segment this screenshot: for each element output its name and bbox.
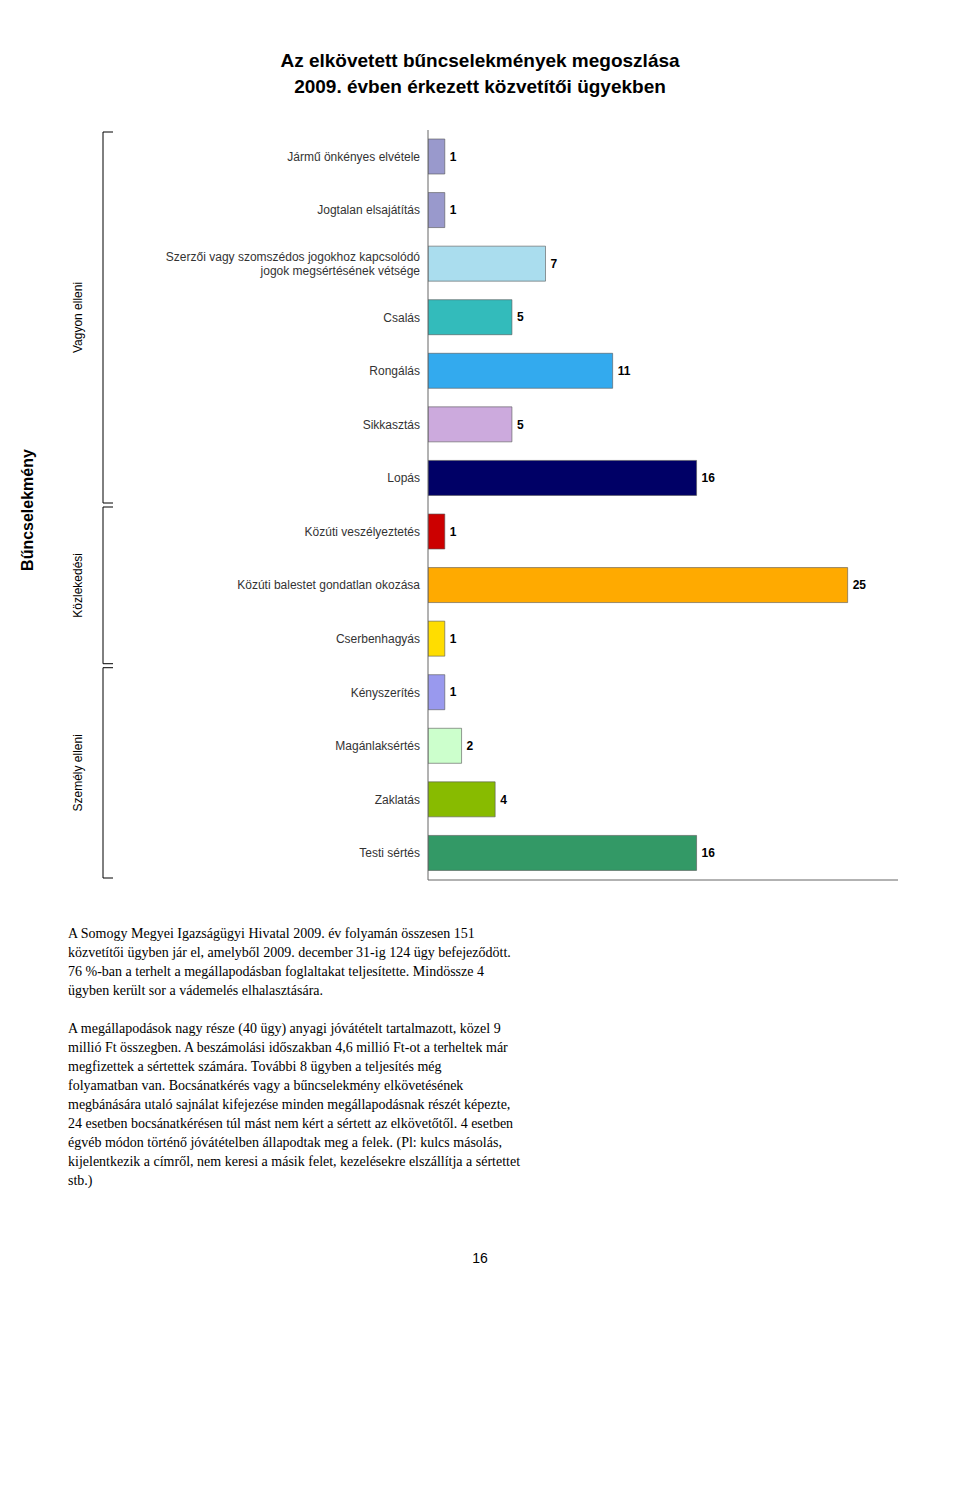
svg-text:Kényszerítés: Kényszerítés xyxy=(351,686,420,700)
svg-text:1: 1 xyxy=(450,150,457,164)
svg-text:1: 1 xyxy=(450,685,457,699)
svg-text:Jármű önkényes elvétele: Jármű önkényes elvétele xyxy=(287,150,420,164)
svg-text:Közúti veszélyeztetés: Közúti veszélyeztetés xyxy=(305,525,420,539)
svg-text:1: 1 xyxy=(450,632,457,646)
svg-text:16: 16 xyxy=(702,846,716,860)
svg-text:Cserbenhagyás: Cserbenhagyás xyxy=(336,632,420,646)
svg-text:2: 2 xyxy=(467,739,474,753)
svg-text:Közúti balestet gondatlan okoz: Közúti balestet gondatlan okozása xyxy=(237,578,420,592)
html-text:16: 16 xyxy=(472,1250,488,1266)
svg-text:Csalás: Csalás xyxy=(383,311,420,325)
svg-text:Rongálás: Rongálás xyxy=(369,364,420,378)
svg-text:Sikkasztás: Sikkasztás xyxy=(363,418,420,432)
svg-text:1: 1 xyxy=(450,203,457,217)
svg-text:1: 1 xyxy=(450,525,457,539)
svg-text:16: 16 xyxy=(702,471,716,485)
svg-text:Magánlaksértés: Magánlaksértés xyxy=(335,739,420,753)
html-text:Az elkövetett bűncselekmények: Az elkövetett bűncselekmények megoszlása xyxy=(280,50,680,71)
html-text:2009. évben érkezett közvetítő: 2009. évben érkezett közvetítői ügyekben xyxy=(294,76,666,97)
svg-text:Lopás: Lopás xyxy=(387,471,420,485)
svg-text:5: 5 xyxy=(517,418,524,432)
svg-text:Zaklatás: Zaklatás xyxy=(375,793,420,807)
svg-text:Szerzői vagy szomszédos jogokh: Szerzői vagy szomszédos jogokhoz kapcsol… xyxy=(166,250,420,278)
html-text:Bűncselekmény: Bűncselekmény xyxy=(19,449,36,571)
svg-text:11: 11 xyxy=(618,364,631,378)
svg-text:Vagyon elleni: Vagyon elleni xyxy=(71,282,85,353)
svg-text:25: 25 xyxy=(853,578,867,592)
svg-text:5: 5 xyxy=(517,310,524,324)
svg-text:Közlekedési: Közlekedési xyxy=(71,553,85,618)
svg-text:Jogtalan elsajátítás: Jogtalan elsajátítás xyxy=(317,203,420,217)
svg-text:7: 7 xyxy=(551,257,558,271)
svg-text:Testi sértés: Testi sértés xyxy=(359,846,420,860)
svg-text:4: 4 xyxy=(500,793,507,807)
svg-text:Személy elleni: Személy elleni xyxy=(71,734,85,811)
html-text:A Somogy Megyei Igazságügyi Hi: A Somogy Megyei Igazságügyi Hivatal 2009… xyxy=(68,926,521,1188)
